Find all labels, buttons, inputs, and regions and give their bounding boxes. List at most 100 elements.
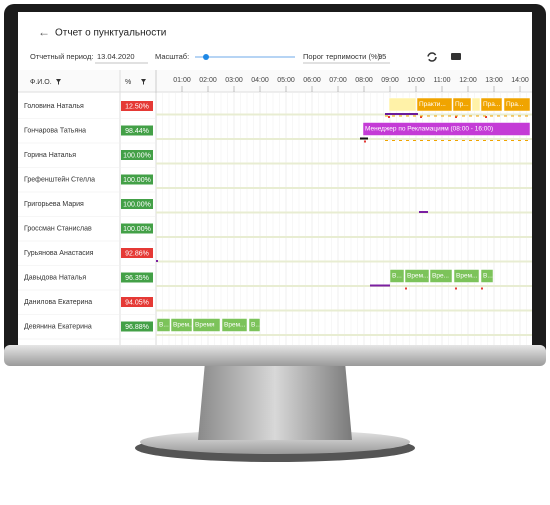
block-label: Пр... xyxy=(455,101,469,108)
schedule-block[interactable] xyxy=(192,318,221,332)
column-name: Ф.И.О. xyxy=(30,79,52,86)
hour-label: 12:00 xyxy=(459,77,477,84)
schedule-block[interactable] xyxy=(170,318,193,332)
percent-badge xyxy=(121,321,153,332)
tolerance-label: Порог терпимости (%): xyxy=(303,52,382,61)
block-label: В... xyxy=(251,322,261,329)
late-mark xyxy=(388,116,390,118)
percent-badge xyxy=(121,272,153,283)
block-label: Врем... xyxy=(173,322,195,329)
employee-name[interactable]: Григорьева Мария xyxy=(24,201,84,208)
employee-name[interactable]: Девянина Екатерина xyxy=(24,323,92,330)
block-label: Менеджер по Рекламациям (08:00 - 16:00) xyxy=(365,126,493,133)
percent-filter[interactable] xyxy=(141,79,146,85)
block-label: Практи... xyxy=(419,101,446,108)
schedule-block[interactable] xyxy=(156,318,171,332)
hour-label: 14:00 xyxy=(511,77,529,84)
schedule-block[interactable] xyxy=(221,318,248,332)
schedule-block[interactable] xyxy=(480,97,503,112)
schedule-block[interactable] xyxy=(429,269,453,283)
percent-badge xyxy=(121,297,153,307)
percent-value: 98.44% xyxy=(125,128,149,135)
late-mark xyxy=(455,287,457,290)
hour-label: 06:00 xyxy=(303,77,321,84)
block-label: В... xyxy=(483,273,493,280)
block-label: Пра... xyxy=(483,101,501,108)
hour-label: 01:00 xyxy=(173,77,191,84)
percent-badge xyxy=(121,223,153,234)
page-title: Отчет о пунктуальности xyxy=(55,28,166,39)
block-label: В... xyxy=(392,273,402,280)
schedule-block[interactable] xyxy=(416,97,453,112)
percent-value: 96.88% xyxy=(125,324,149,331)
hour-label: 04:00 xyxy=(251,77,269,84)
scale-thumb[interactable] xyxy=(203,54,209,60)
hour-label: 03:00 xyxy=(225,77,243,84)
period-value[interactable]: 13.04.2020 xyxy=(97,52,135,61)
employee-name[interactable]: Данилова Екатерина xyxy=(24,299,92,306)
chin xyxy=(4,345,546,366)
percent-badge xyxy=(121,199,153,209)
percent-value: 92.86% xyxy=(125,250,149,257)
employee-name[interactable]: Гроссман Станислав xyxy=(24,225,92,232)
schedule-block[interactable] xyxy=(480,269,494,283)
percent-badge xyxy=(121,101,153,111)
schedule-block[interactable] xyxy=(389,269,405,283)
stand-neck xyxy=(198,362,352,440)
late-mark xyxy=(485,116,487,118)
hour-label: 08:00 xyxy=(355,77,373,84)
employee-name[interactable]: Горина Наталья xyxy=(24,152,76,159)
hour-label: 10:00 xyxy=(407,77,425,84)
percent-badge xyxy=(121,150,153,160)
column-percent: % xyxy=(125,79,131,86)
schedule-block[interactable] xyxy=(471,97,481,112)
schedule-block[interactable] xyxy=(452,97,472,112)
hour-label: 07:00 xyxy=(329,77,347,84)
block-label: Пра... xyxy=(506,101,524,108)
hour-label: 05:00 xyxy=(277,77,295,84)
block-label: Время xyxy=(195,322,215,329)
block-label: В... xyxy=(159,322,169,329)
block-label: Врем... xyxy=(224,322,246,329)
percent-badge xyxy=(121,174,153,185)
hour-label: 13:00 xyxy=(485,77,503,84)
late-mark xyxy=(364,140,366,143)
late-mark xyxy=(405,287,407,290)
tolerance-value[interactable]: 95 xyxy=(378,52,386,61)
name-filter[interactable] xyxy=(56,79,61,85)
percent-value: 12.50% xyxy=(125,103,149,110)
late-mark xyxy=(455,116,457,118)
schedule-block[interactable] xyxy=(388,97,417,112)
block-label: Врем... xyxy=(456,273,478,280)
employee-name[interactable]: Давыдова Наталья xyxy=(24,274,86,281)
percent-badge xyxy=(121,125,153,136)
back-arrow[interactable]: ← xyxy=(38,25,50,39)
block-label: Врем... xyxy=(407,273,429,280)
refresh-icon[interactable] xyxy=(427,52,437,62)
employee-name[interactable]: Гончарова Татьяна xyxy=(24,127,86,134)
percent-value: 100.00% xyxy=(123,201,151,208)
percent-value: 100.00% xyxy=(123,152,151,159)
schedule-block[interactable] xyxy=(362,122,531,136)
late-mark xyxy=(420,116,422,118)
schedule-block[interactable] xyxy=(248,318,261,332)
percent-badge xyxy=(121,248,153,258)
schedule-block[interactable] xyxy=(503,97,531,112)
hour-label: 09:00 xyxy=(381,77,399,84)
percent-value: 96.35% xyxy=(125,275,149,282)
schedule-block[interactable] xyxy=(453,269,480,283)
employee-name[interactable]: Гурьянова Анастасия xyxy=(24,250,94,257)
hour-label: 02:00 xyxy=(199,77,217,84)
schedule-block[interactable] xyxy=(404,269,430,283)
block-label: Вре... xyxy=(432,273,449,280)
employee-name[interactable]: Головина Наталья xyxy=(24,103,84,110)
print-icon[interactable] xyxy=(451,53,461,60)
percent-value: 94.05% xyxy=(125,299,149,306)
late-mark xyxy=(481,287,483,290)
percent-value: 100.00% xyxy=(123,226,151,233)
scale-label: Масштаб: xyxy=(155,52,189,61)
employee-name[interactable]: Грефенштейн Стелла xyxy=(24,175,95,183)
percent-value: 100.00% xyxy=(123,177,151,184)
